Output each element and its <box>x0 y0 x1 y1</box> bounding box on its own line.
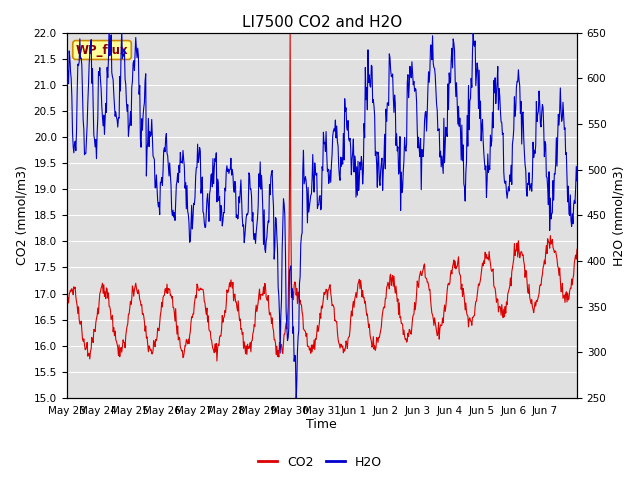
Y-axis label: CO2 (mmol/m3): CO2 (mmol/m3) <box>15 165 28 265</box>
Text: WP_flux: WP_flux <box>76 44 129 57</box>
X-axis label: Time: Time <box>307 419 337 432</box>
Y-axis label: H2O (mmol/m3): H2O (mmol/m3) <box>612 165 625 265</box>
Title: LI7500 CO2 and H2O: LI7500 CO2 and H2O <box>242 15 402 30</box>
Legend: CO2, H2O: CO2, H2O <box>253 451 387 474</box>
